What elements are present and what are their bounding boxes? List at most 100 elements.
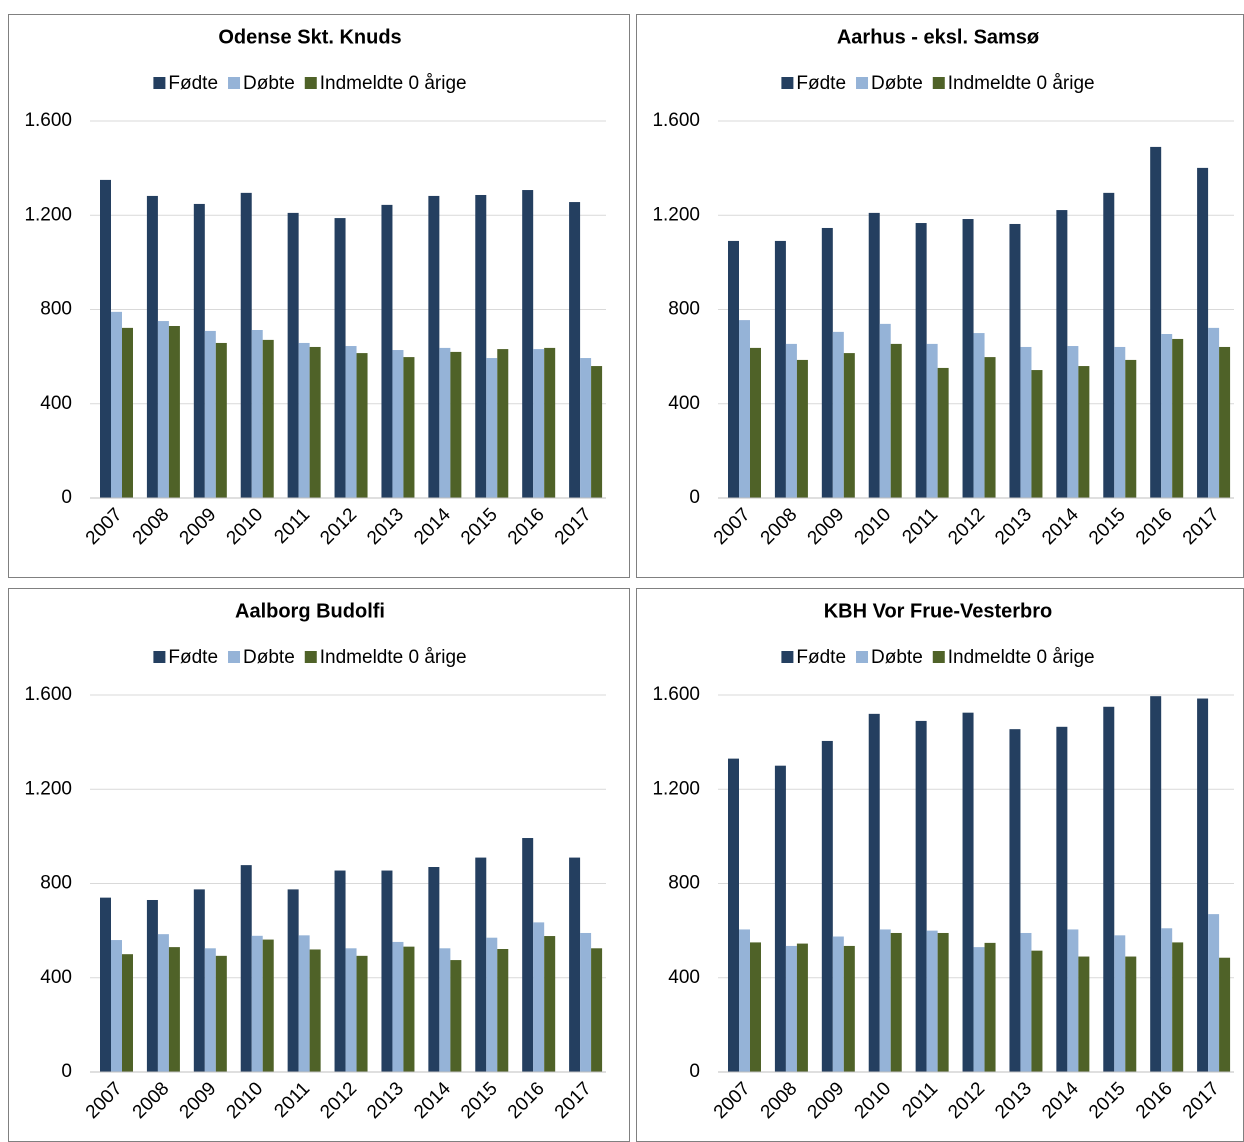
bar	[215, 955, 227, 1072]
bar	[728, 240, 739, 499]
bar	[1103, 192, 1115, 498]
bar	[450, 351, 462, 498]
x-tick-label: 2007	[82, 1078, 127, 1123]
x-tick-label: 2012	[944, 504, 989, 549]
bar	[821, 740, 833, 1072]
bar	[111, 940, 122, 1072]
bar	[1114, 935, 1126, 1072]
x-tick-label: 2016	[1132, 1078, 1177, 1123]
bar	[962, 712, 974, 1072]
bar	[533, 922, 545, 1072]
bar	[843, 945, 855, 1072]
x-tick-label: 2010	[851, 1078, 896, 1123]
x-tick-label: 2017	[551, 504, 596, 549]
x-tick-label: 2015	[457, 1078, 502, 1123]
y-tick-label: 1.600	[24, 110, 72, 131]
bar	[428, 195, 440, 498]
bar	[937, 932, 949, 1072]
x-tick-label: 2008	[757, 1078, 802, 1123]
bar	[580, 358, 592, 498]
bar	[915, 720, 927, 1072]
y-tick-label: 0	[689, 487, 700, 508]
x-tick-label: 2010	[851, 504, 896, 549]
legend-swatch	[856, 77, 869, 89]
bar	[750, 347, 761, 498]
bar	[204, 948, 216, 1072]
x-tick-label: 2016	[1132, 504, 1177, 549]
bar	[1172, 338, 1184, 498]
legend: Fødte Døbte Indmeldte 0 årige	[781, 647, 1095, 668]
bar	[739, 929, 750, 1072]
bar	[728, 758, 739, 1072]
x-tick-label: 2014	[1038, 504, 1083, 549]
x-tick-label: 2009	[176, 504, 221, 549]
bar	[1056, 210, 1068, 498]
bar	[287, 889, 299, 1072]
bar	[1056, 726, 1068, 1072]
legend-label: Indmeldte 0 årige	[948, 647, 1095, 668]
chart-panel: Odense Skt. Knuds Fødte Døbte Indmeldte 0 å…	[8, 14, 630, 578]
bar	[544, 347, 556, 498]
bar	[100, 897, 111, 1072]
x-tick-label: 2008	[757, 504, 802, 549]
bar	[475, 857, 487, 1072]
x-tick-label: 2017	[1179, 504, 1224, 549]
legend-swatch	[304, 651, 317, 663]
chart-title: Odense Skt. Knuds	[218, 26, 401, 48]
y-tick-label: 1.600	[652, 110, 700, 131]
x-tick-label: 2009	[804, 504, 849, 549]
bar	[1150, 696, 1162, 1072]
bar	[832, 331, 844, 498]
x-tick-label: 2012	[944, 1078, 989, 1123]
bar	[193, 203, 205, 498]
y-tick-label: 0	[689, 1061, 700, 1082]
chart-panel: Aalborg Budolfi Fødte Døbte Indmeldte 0 åri…	[8, 588, 630, 1142]
legend: Fødte Døbte Indmeldte 0 årige	[153, 647, 467, 668]
bar	[497, 949, 509, 1072]
legend-label: Fødte	[796, 647, 846, 668]
bar	[580, 932, 592, 1072]
x-tick-label: 2013	[991, 1078, 1036, 1123]
bar	[204, 330, 216, 498]
bar	[1020, 932, 1032, 1072]
bar	[403, 357, 415, 498]
x-tick-label: 2007	[82, 504, 127, 549]
chart-panel: KBH Vor Frue-Vesterbro Fødte Døbte Indmeldt…	[636, 588, 1244, 1142]
legend-swatch	[228, 651, 241, 663]
y-tick-label: 400	[668, 393, 700, 414]
bar	[100, 179, 111, 498]
bar	[251, 329, 263, 498]
bar	[1031, 950, 1043, 1072]
bar	[240, 865, 252, 1072]
x-tick-label: 2017	[1179, 1078, 1224, 1123]
bar	[868, 713, 880, 1072]
y-tick-label: 400	[668, 967, 700, 988]
bar	[739, 320, 750, 498]
bar	[1031, 370, 1043, 498]
bar	[569, 857, 581, 1072]
legend-label: Indmeldte 0 årige	[320, 73, 467, 94]
legend-label: Fødte	[168, 647, 218, 668]
bar	[439, 948, 451, 1072]
bar	[1125, 359, 1137, 498]
x-tick-label: 2015	[1085, 1078, 1130, 1123]
bar	[475, 194, 487, 498]
bar	[937, 367, 949, 498]
bar	[750, 942, 761, 1072]
bar	[522, 190, 534, 498]
bar	[962, 219, 974, 498]
x-tick-label: 2010	[223, 504, 268, 549]
bar	[832, 936, 844, 1072]
x-tick-label: 2007	[710, 1078, 755, 1123]
legend-label: Døbte	[871, 73, 923, 94]
bar	[879, 323, 891, 498]
bar	[262, 939, 274, 1072]
x-tick-label: 2014	[410, 504, 455, 549]
bar	[392, 941, 404, 1072]
bar	[1114, 346, 1126, 498]
bar	[111, 311, 122, 498]
bar	[1161, 334, 1173, 498]
bar	[1161, 928, 1173, 1072]
x-tick-label: 2016	[504, 504, 549, 549]
legend-swatch	[856, 651, 869, 663]
